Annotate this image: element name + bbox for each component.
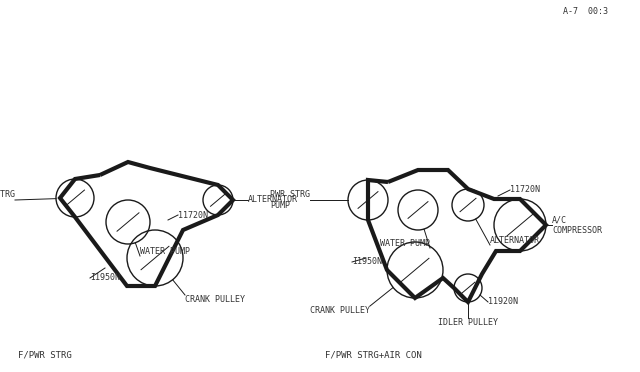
Text: CRANK PULLEY: CRANK PULLEY xyxy=(310,306,370,315)
Text: WATER PUMP: WATER PUMP xyxy=(140,247,190,256)
Text: 11720N: 11720N xyxy=(178,211,208,219)
Text: ALTERNATOR: ALTERNATOR xyxy=(490,236,540,245)
Text: PWR STRG
PUMP: PWR STRG PUMP xyxy=(0,190,15,210)
Text: 11920N: 11920N xyxy=(488,298,518,307)
Text: WATER PUMP: WATER PUMP xyxy=(380,239,430,248)
Text: F/PWR STRG: F/PWR STRG xyxy=(18,350,72,359)
Text: A-7  00:3: A-7 00:3 xyxy=(563,7,608,16)
Text: A/C
COMPRESSOR: A/C COMPRESSOR xyxy=(552,215,602,235)
Text: I1950N: I1950N xyxy=(90,273,120,282)
Text: CRANK PULLEY: CRANK PULLEY xyxy=(185,295,245,304)
Text: PWR STRG
PUMP: PWR STRG PUMP xyxy=(270,190,310,210)
Text: ALTERNATOR: ALTERNATOR xyxy=(248,196,298,205)
Text: F/PWR STRG+AIR CON: F/PWR STRG+AIR CON xyxy=(325,350,422,359)
Text: 11720N: 11720N xyxy=(510,186,540,195)
Text: IDLER PULLEY: IDLER PULLEY xyxy=(438,318,498,327)
Text: I1950N: I1950N xyxy=(352,257,382,266)
